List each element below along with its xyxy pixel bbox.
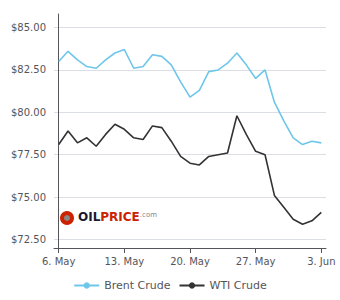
svg-text:$82.50: $82.50 — [11, 64, 46, 75]
svg-text:Brent Crude: Brent Crude — [104, 279, 171, 292]
svg-text:13. May: 13. May — [104, 256, 144, 267]
svg-text:OIL: OIL — [78, 210, 101, 224]
svg-text:27. May: 27. May — [236, 256, 276, 267]
svg-text:20. May: 20. May — [170, 256, 210, 267]
svg-text:$85.00: $85.00 — [11, 22, 46, 33]
svg-text:PRICE: PRICE — [100, 210, 140, 224]
svg-text:WTI Crude: WTI Crude — [210, 279, 267, 292]
svg-text:$80.00: $80.00 — [11, 107, 46, 118]
svg-text:$72.50: $72.50 — [11, 234, 46, 245]
svg-text:$77.50: $77.50 — [11, 149, 46, 160]
svg-text:.com: .com — [140, 211, 157, 219]
svg-text:3. Jun: 3. Jun — [307, 256, 335, 267]
svg-text:6. May: 6. May — [42, 256, 75, 267]
svg-text:$75.00: $75.00 — [11, 192, 46, 203]
